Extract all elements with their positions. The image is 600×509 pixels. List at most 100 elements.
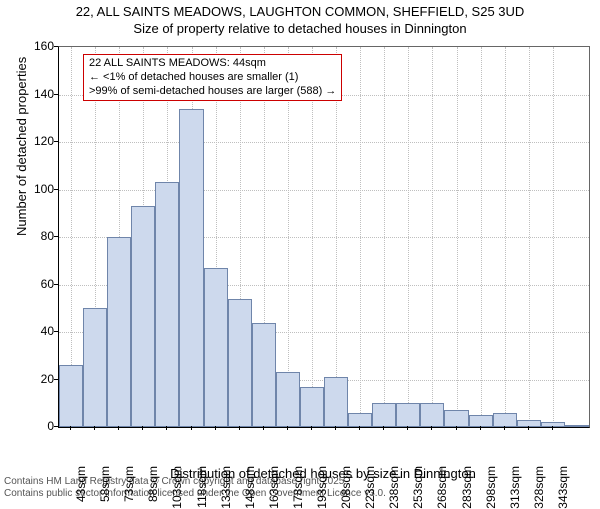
y-tick-mark bbox=[54, 189, 58, 190]
x-tick-mark bbox=[528, 426, 529, 430]
x-tick-label: 238sqm bbox=[387, 466, 401, 509]
x-tick-mark bbox=[70, 426, 71, 430]
y-tick-mark bbox=[54, 284, 58, 285]
gridline-h bbox=[59, 190, 589, 191]
x-tick-label: 163sqm bbox=[267, 466, 281, 509]
y-tick-label: 0 bbox=[14, 419, 54, 433]
title-line-1: 22, ALL SAINTS MEADOWS, LAUGHTON COMMON,… bbox=[0, 4, 600, 21]
histogram-bar bbox=[565, 425, 589, 427]
x-tick-mark bbox=[263, 426, 264, 430]
x-tick-mark bbox=[504, 426, 505, 430]
histogram-bar bbox=[228, 299, 252, 427]
histogram-bar bbox=[131, 206, 155, 427]
histogram-bar bbox=[276, 372, 300, 427]
x-tick-mark bbox=[480, 426, 481, 430]
annotation-line-1: 22 ALL SAINTS MEADOWS: 44sqm bbox=[89, 57, 336, 71]
histogram-bar bbox=[59, 365, 83, 427]
x-tick-label: 298sqm bbox=[484, 466, 498, 509]
histogram-bar bbox=[372, 403, 396, 427]
histogram-bar bbox=[324, 377, 348, 427]
x-tick-label: 313sqm bbox=[508, 466, 522, 509]
x-tick-label: 343sqm bbox=[556, 466, 570, 509]
y-tick-label: 140 bbox=[14, 87, 54, 101]
histogram-bar bbox=[420, 403, 444, 427]
x-tick-label: 193sqm bbox=[315, 466, 329, 509]
gridline-v bbox=[553, 47, 554, 427]
gridline-h bbox=[59, 142, 589, 143]
annotation-box: 22 ALL SAINTS MEADOWS: 44sqm ← <1% of de… bbox=[83, 54, 342, 101]
x-tick-label: 268sqm bbox=[435, 466, 449, 509]
histogram-bar bbox=[252, 323, 276, 428]
gridline-v bbox=[408, 47, 409, 427]
histogram-bar bbox=[107, 237, 131, 427]
x-tick-label: 58sqm bbox=[98, 466, 112, 502]
x-tick-label: 103sqm bbox=[170, 466, 184, 509]
histogram-bar bbox=[155, 182, 179, 427]
gridline-v bbox=[457, 47, 458, 427]
y-tick-label: 40 bbox=[14, 324, 54, 338]
histogram-bar bbox=[444, 410, 468, 427]
y-tick-label: 20 bbox=[14, 372, 54, 386]
y-tick-mark bbox=[54, 379, 58, 380]
gridline-v bbox=[481, 47, 482, 427]
gridline-v bbox=[360, 47, 361, 427]
gridline-v bbox=[432, 47, 433, 427]
x-tick-mark bbox=[407, 426, 408, 430]
x-tick-mark bbox=[311, 426, 312, 430]
y-tick-label: 100 bbox=[14, 182, 54, 196]
gridline-v bbox=[288, 47, 289, 427]
x-tick-label: 253sqm bbox=[411, 466, 425, 509]
x-tick-mark bbox=[118, 426, 119, 430]
property-size-chart: 22, ALL SAINTS MEADOWS, LAUGHTON COMMON,… bbox=[0, 0, 600, 500]
annotation-line-2: ← <1% of detached houses are smaller (1) bbox=[89, 71, 336, 85]
x-tick-mark bbox=[166, 426, 167, 430]
gridline-v bbox=[312, 47, 313, 427]
x-tick-label: 223sqm bbox=[363, 466, 377, 509]
gridline-v bbox=[384, 47, 385, 427]
y-tick-mark bbox=[54, 331, 58, 332]
histogram-bar bbox=[493, 413, 517, 427]
x-tick-label: 178sqm bbox=[291, 466, 305, 509]
histogram-bar bbox=[300, 387, 324, 427]
x-tick-mark bbox=[239, 426, 240, 430]
x-tick-mark bbox=[215, 426, 216, 430]
y-tick-mark bbox=[54, 426, 58, 427]
x-tick-label: 133sqm bbox=[219, 466, 233, 509]
title-line-2: Size of property relative to detached ho… bbox=[0, 21, 600, 38]
y-tick-label: 60 bbox=[14, 277, 54, 291]
y-tick-mark bbox=[54, 141, 58, 142]
x-tick-mark bbox=[359, 426, 360, 430]
x-tick-mark bbox=[456, 426, 457, 430]
gridline-v bbox=[529, 47, 530, 427]
x-tick-label: 43sqm bbox=[74, 466, 88, 502]
chart-title: 22, ALL SAINTS MEADOWS, LAUGHTON COMMON,… bbox=[0, 0, 600, 38]
y-tick-label: 80 bbox=[14, 229, 54, 243]
plot-area bbox=[58, 46, 590, 428]
y-tick-mark bbox=[54, 46, 58, 47]
x-tick-mark bbox=[335, 426, 336, 430]
x-tick-label: 208sqm bbox=[339, 466, 353, 509]
x-tick-label: 148sqm bbox=[243, 466, 257, 509]
x-tick-mark bbox=[191, 426, 192, 430]
y-tick-label: 120 bbox=[14, 134, 54, 148]
histogram-bar bbox=[83, 308, 107, 427]
gridline-v bbox=[505, 47, 506, 427]
x-tick-label: 73sqm bbox=[122, 466, 136, 502]
x-tick-label: 283sqm bbox=[460, 466, 474, 509]
x-tick-mark bbox=[383, 426, 384, 430]
y-tick-mark bbox=[54, 94, 58, 95]
x-tick-label: 118sqm bbox=[195, 466, 209, 508]
y-tick-label: 160 bbox=[14, 39, 54, 53]
histogram-bar bbox=[348, 413, 372, 427]
gridline-v bbox=[336, 47, 337, 427]
histogram-bar bbox=[396, 403, 420, 427]
x-tick-mark bbox=[431, 426, 432, 430]
y-tick-mark bbox=[54, 236, 58, 237]
histogram-bar bbox=[204, 268, 228, 427]
histogram-bar bbox=[179, 109, 203, 427]
x-tick-mark bbox=[552, 426, 553, 430]
x-tick-mark bbox=[287, 426, 288, 430]
x-tick-mark bbox=[94, 426, 95, 430]
annotation-line-3: >99% of semi-detached houses are larger … bbox=[89, 85, 336, 99]
x-tick-mark bbox=[142, 426, 143, 430]
